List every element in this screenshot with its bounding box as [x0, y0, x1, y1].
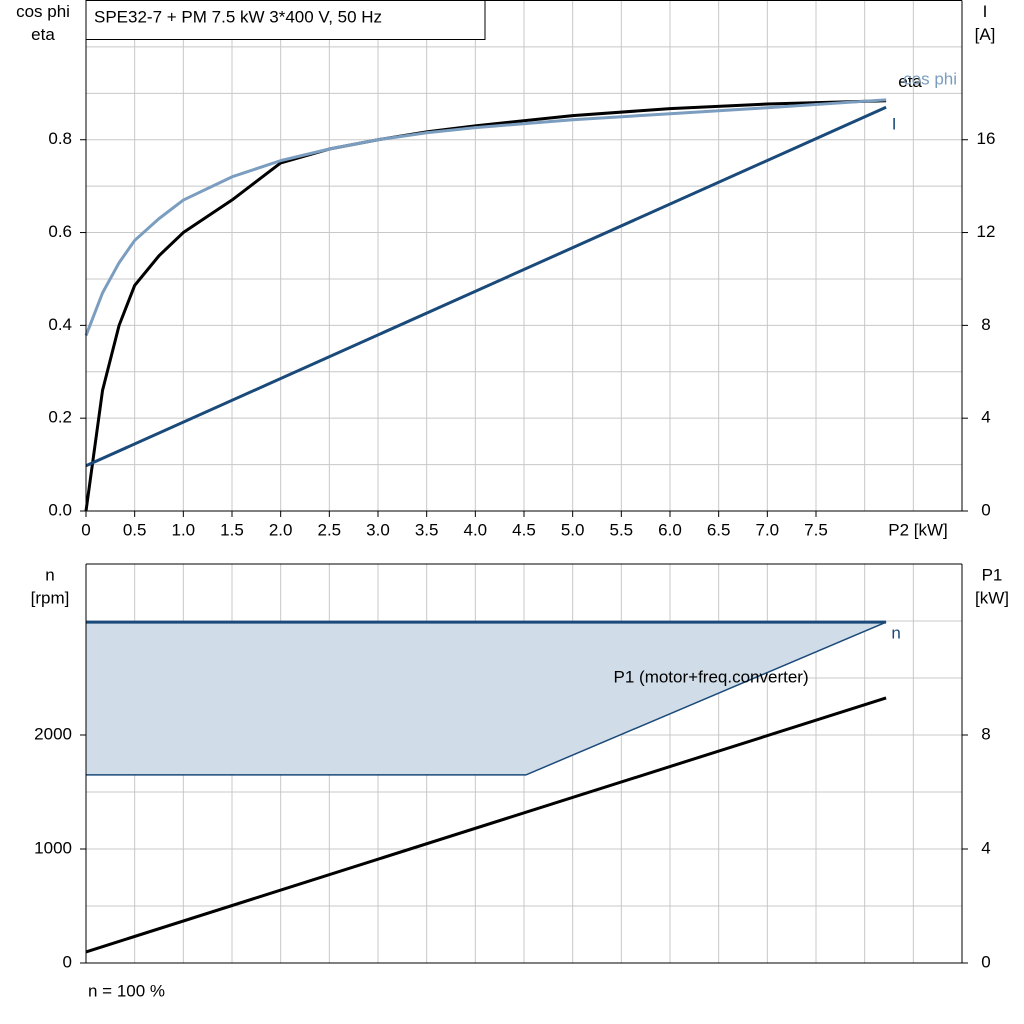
y2-tick-label: 4	[981, 408, 990, 427]
y-tick-label: 0.2	[48, 408, 72, 427]
area-lower-line	[86, 621, 887, 776]
area-fill	[86, 622, 887, 775]
y2-axis-label: [kW]	[975, 588, 1009, 607]
series-label: n	[891, 624, 900, 643]
x-tick-label: 2.0	[269, 520, 293, 539]
series-line	[84, 98, 887, 337]
x-tick-label: 4.0	[464, 520, 488, 539]
y-axis-label: n	[45, 565, 54, 584]
x-tick-label: 7.0	[756, 520, 780, 539]
x-tick-label: 7.5	[804, 520, 828, 539]
y-tick-label: 0	[63, 952, 72, 971]
y-tick-label: 0.4	[48, 315, 72, 334]
chart-title: SPE32-7 + PM 7.5 kW 3*400 V, 50 Hz	[94, 7, 382, 26]
y2-tick-label: 0	[981, 952, 990, 971]
series-label: cos phi	[903, 69, 957, 88]
y-tick-label: 2000	[34, 724, 72, 743]
y2-tick-label: 8	[981, 724, 990, 743]
x-tick-label: 1.5	[220, 520, 244, 539]
x-tick-label: 4.5	[512, 520, 536, 539]
y2-axis-label: P1	[982, 565, 1003, 584]
y2-axis-label: I	[983, 2, 988, 21]
y2-tick-label: 16	[977, 129, 996, 148]
x-tick-label: 5.0	[561, 520, 585, 539]
y2-tick-label: 12	[977, 222, 996, 241]
series-label: P1 (motor+freq.converter)	[614, 667, 809, 686]
y-axis-label: eta	[31, 25, 55, 44]
x-tick-label: 0	[81, 520, 90, 539]
x-axis-label: P2 [kW]	[888, 520, 948, 539]
x-tick-label: 2.5	[318, 520, 342, 539]
y2-tick-label: 0	[981, 500, 990, 519]
y2-tick-label: 4	[981, 838, 990, 857]
title-box	[85, 0, 486, 40]
y-axis-label: cos phi	[16, 2, 70, 21]
series-label: I	[892, 115, 897, 134]
footnote: n = 100 %	[88, 981, 165, 1000]
x-tick-label: 3.5	[415, 520, 439, 539]
y2-axis-label: [A]	[975, 25, 996, 44]
x-tick-label: 3.0	[366, 520, 390, 539]
y-tick-label: 1000	[34, 838, 72, 857]
y2-tick-label: 8	[981, 315, 990, 334]
y-tick-label: 0.0	[48, 500, 72, 519]
series-line	[85, 105, 887, 468]
y-tick-label: 0.8	[48, 129, 72, 148]
y-tick-label: 0.6	[48, 222, 72, 241]
x-tick-label: 5.5	[610, 520, 634, 539]
y-axis-label: [rpm]	[31, 588, 70, 607]
x-tick-label: 1.0	[172, 520, 196, 539]
x-tick-label: 0.5	[123, 520, 147, 539]
series-line	[85, 696, 887, 954]
series-label: eta	[898, 72, 922, 91]
x-tick-label: 6.5	[707, 520, 731, 539]
x-tick-label: 6.0	[658, 520, 682, 539]
